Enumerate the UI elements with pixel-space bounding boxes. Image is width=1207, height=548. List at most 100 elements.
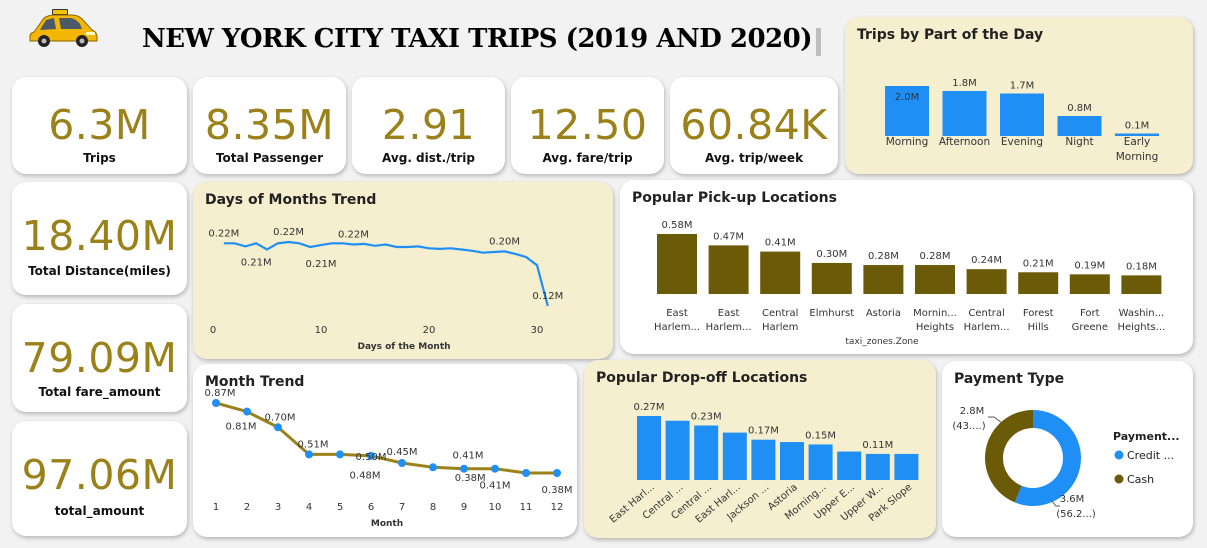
month-trend-data-label: 0.41M [480, 481, 511, 492]
dropoff-title: Popular Drop-off Locations [596, 370, 808, 386]
kpi-trips-value: 6.3M [48, 101, 151, 149]
pickup-bar [915, 265, 955, 294]
month-trend-tick-label: 3 [275, 502, 281, 513]
taxi-car-icon [26, 8, 100, 50]
part-of-day-title: Trips by Part of the Day [857, 27, 1044, 43]
month-trend-point [274, 423, 282, 432]
pickup-category-label: Washin... Heights... [1117, 308, 1165, 333]
pickup-title: Popular Pick-up Locations [632, 190, 837, 206]
kpi-avg-week-card: 60.84K Avg. trip/week [670, 77, 838, 174]
month-trend-data-label: 0.41M [453, 451, 484, 462]
dropoff-bar [780, 442, 804, 480]
pickup-data-label: 0.21M [1023, 258, 1054, 269]
part-of-day-data-label: 0.1M [1125, 121, 1150, 132]
kpi-avg-fare-label: Avg. fare/trip [542, 151, 633, 165]
payment-legend-marker [1114, 474, 1124, 484]
month-trend-point [553, 469, 561, 477]
pickup-bar [760, 251, 801, 294]
pickup-bar [708, 245, 749, 294]
pickup-data-label: 0.19M [1074, 260, 1105, 271]
part-of-day-category-label: Evening [1001, 136, 1043, 148]
kpi-trips-card: 6.3M Trips [12, 77, 187, 174]
pickup-category-label: East Harlem... [654, 308, 700, 333]
days-trend-tick-label: 20 [423, 325, 436, 336]
part-of-day-category-label: Early Morning [1116, 136, 1159, 163]
days-trend-card: Days of Months Trend 0.22M 0.21M 0.22M 0.21… [193, 182, 613, 359]
month-trend-tick-label: 7 [399, 502, 405, 513]
pickup-category-label: Fort Greene [1072, 308, 1108, 333]
dropoff-bar [808, 444, 833, 480]
pickup-data-label: 0.28M [920, 251, 951, 262]
part-of-day-bar [885, 86, 929, 136]
month-trend-tick-label: 5 [337, 502, 343, 513]
dropoff-data-label: 0.27M [634, 402, 665, 413]
pickup-data-label: 0.24M [971, 255, 1002, 266]
month-trend-tick-label: 1 [213, 502, 219, 513]
pickup-data-label: 0.28M [868, 251, 899, 262]
dropoff-bar [837, 451, 862, 480]
dropoff-bar [637, 416, 661, 480]
kpi-passenger-label: Total Passenger [215, 151, 324, 165]
dropoff-data-label: 0.15M [805, 430, 836, 441]
month-trend-point [212, 399, 220, 407]
dropoff-bar [665, 420, 690, 480]
dropoff-data-label: 0.23M [691, 411, 722, 422]
month-trend-data-label: 0.38M [455, 473, 486, 484]
payment-credit-pct-label: (56.2...) [1056, 509, 1096, 520]
pickup-bar [1121, 275, 1162, 294]
month-trend-data-label: 0.45M [387, 447, 418, 458]
part-of-day-data-label: 0.8M [1067, 103, 1092, 114]
payment-title: Payment Type [954, 371, 1065, 387]
kpi-avg-week-label: Avg. trip/week [704, 151, 804, 165]
part-of-day-bar [1115, 133, 1159, 136]
payment-leader-line [988, 416, 1003, 424]
month-trend-tick-label: 4 [306, 502, 312, 513]
pickup-data-label: 0.18M [1126, 261, 1157, 272]
days-trend-tick-label: 0 [210, 325, 216, 336]
month-trend-data-label: 0.70M [265, 412, 296, 423]
payment-legend-label: Cash [1127, 473, 1154, 486]
month-trend-data-label: 0.38M [542, 485, 573, 496]
days-trend-tick-label: 30 [531, 325, 544, 336]
month-trend-chart: 0.87M 0.81M 0.70M 0.51M 0.50M 0.48M 0.45M 0.41M… [205, 388, 573, 529]
days-trend-line [223, 240, 549, 307]
dropoff-card: Popular Drop-off Locations 0.27M East Har… [584, 360, 936, 538]
month-trend-x-axis-title: Month [371, 519, 403, 529]
kpi-trips-label: Trips [83, 151, 116, 165]
pickup-bar [657, 234, 697, 294]
dropoff-bar [694, 425, 719, 480]
kpi-distance-card: 18.40M Total Distance(miles) [12, 182, 187, 295]
part-of-day-category-label: Night [1065, 136, 1093, 148]
pickup-x-axis-title: taxi_zones.Zone [845, 337, 919, 347]
payment-leader-line [1051, 500, 1060, 507]
kpi-avg-dist-value: 2.91 [381, 101, 476, 149]
pickup-bar [1069, 274, 1110, 294]
month-trend-tick-label: 2 [244, 502, 250, 513]
month-trend-data-label: 0.81M [226, 422, 257, 433]
payment-chart: 3.6M (56.2...) 2.8M (43....) Payment... Credi… [952, 406, 1179, 520]
pickup-bar [966, 269, 1007, 294]
pickup-data-label: 0.30M [816, 249, 847, 260]
pickup-category-label: Forest Hills [1023, 308, 1054, 333]
kpi-fare-value: 79.09M [21, 334, 178, 382]
month-trend-point [367, 451, 375, 460]
month-trend-tick-label: 6 [368, 502, 374, 513]
days-trend-data-label: 0.22M [208, 228, 239, 239]
pickup-category-label: Elmhurst [809, 308, 854, 319]
part-of-day-chart: 2.0M Morning 1.8M Afternoon 1.7M Evening 0.8M N… [885, 78, 1159, 163]
part-of-day-category-label: Morning [886, 136, 929, 148]
part-of-day-category-label: Afternoon [939, 136, 990, 148]
days-trend-tick-label: 10 [315, 325, 328, 336]
days-trend-data-label: 0.20M [489, 236, 520, 247]
pickup-bar [811, 262, 852, 294]
month-trend-data-label: 0.50M [356, 452, 387, 463]
payment-slice [1014, 410, 1081, 506]
pickup-data-label: 0.58M [662, 220, 693, 231]
kpi-total-value: 97.06M [21, 451, 178, 499]
payment-slice [985, 410, 1033, 503]
kpi-avg-fare-value: 12.50 [527, 101, 648, 149]
part-of-day-data-label: 1.8M [952, 78, 977, 89]
kpi-avg-dist-label: Avg. dist./trip [382, 151, 475, 165]
days-trend-chart: 0.22M 0.21M 0.22M 0.21M 0.22M 0.20M 0.12M 0 10 20… [208, 227, 563, 352]
